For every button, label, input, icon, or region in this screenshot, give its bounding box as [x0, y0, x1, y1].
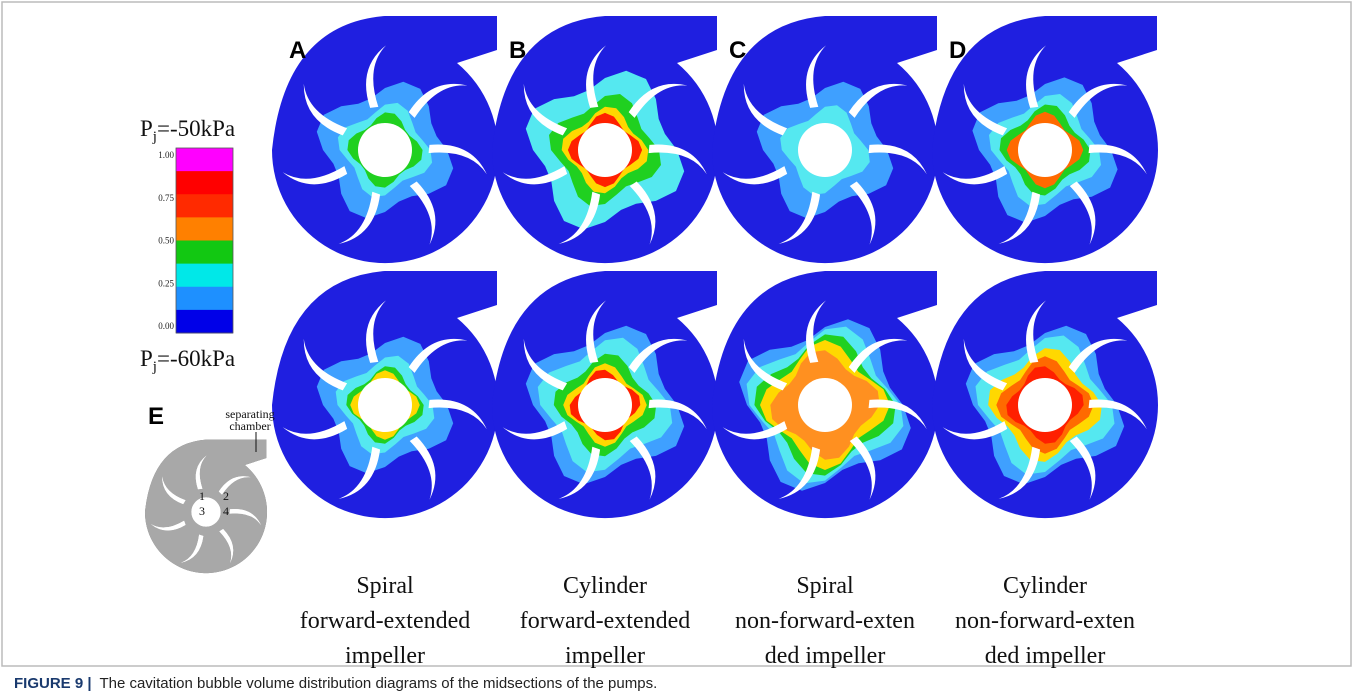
pressure-label: Pj=-60kPa — [140, 346, 235, 375]
chamber-number: 1 — [199, 489, 205, 503]
colorbar-segment — [176, 194, 233, 218]
pressure-value: =-60kPa — [157, 346, 235, 371]
pump — [492, 271, 718, 518]
panel-label: C — [729, 37, 746, 64]
panel-label: A — [289, 37, 306, 64]
hub — [578, 378, 632, 432]
colorbar-tick: 0.00 — [158, 321, 174, 331]
chamber-number: 3 — [199, 504, 205, 518]
colorbar-tick: 1.00 — [158, 150, 174, 160]
panel-caption: Cylinder — [1003, 573, 1087, 599]
pressure-symbol: P — [140, 116, 153, 141]
pump — [145, 440, 267, 573]
figure-caption: FIGURE 9 | The cavitation bubble volume … — [14, 675, 657, 692]
hub — [358, 378, 412, 432]
hub — [358, 123, 412, 177]
panel-caption: impeller — [565, 643, 645, 669]
panel-caption: Spiral — [796, 573, 854, 599]
panel-caption: impeller — [345, 643, 425, 669]
hub — [798, 123, 852, 177]
panel-caption: ded impeller — [985, 643, 1106, 669]
panel-caption: ded impeller — [765, 643, 886, 669]
hub — [191, 497, 220, 526]
colorbar-segment — [176, 148, 233, 172]
pump — [932, 271, 1158, 518]
panel-label: D — [949, 37, 966, 64]
panel-caption: non-forward-exten — [735, 608, 915, 634]
colorbar-segment — [176, 171, 233, 195]
panel-caption: forward-extended — [300, 608, 471, 634]
chamber-number: 4 — [223, 504, 229, 518]
colorbar-segment — [176, 264, 233, 288]
panel-label: E — [148, 403, 164, 430]
pump — [712, 271, 938, 518]
hub — [1018, 378, 1072, 432]
pressure-value: =-50kPa — [157, 116, 235, 141]
colorbar-segment — [176, 287, 233, 311]
colorbar-tick: 0.50 — [158, 236, 174, 246]
pressure-symbol: P — [140, 346, 153, 371]
colorbar-tick: 0.75 — [158, 193, 174, 203]
hub — [1018, 123, 1072, 177]
colorbar-tick: 0.25 — [158, 278, 174, 288]
panel-caption: forward-extended — [520, 608, 691, 634]
caption-text: The cavitation bubble volume distributio… — [99, 675, 657, 692]
colorbar-segment — [176, 241, 233, 265]
panel-caption: Cylinder — [563, 573, 647, 599]
chamber-number: 2 — [223, 489, 229, 503]
hub — [798, 378, 852, 432]
pump — [272, 271, 498, 518]
colorbar-segment — [176, 217, 233, 241]
hub — [578, 123, 632, 177]
inset-note: chamber — [229, 419, 270, 433]
caption-label: FIGURE 9 | — [14, 675, 92, 692]
colorbar-segment — [176, 310, 233, 334]
panel-caption: non-forward-exten — [955, 608, 1135, 634]
figure: FIGURE 9 | The cavitation bubble volume … — [0, 0, 1354, 699]
panel-label: B — [509, 37, 526, 64]
pressure-label: Pj=-50kPa — [140, 116, 235, 145]
panel-caption: Spiral — [356, 573, 414, 599]
